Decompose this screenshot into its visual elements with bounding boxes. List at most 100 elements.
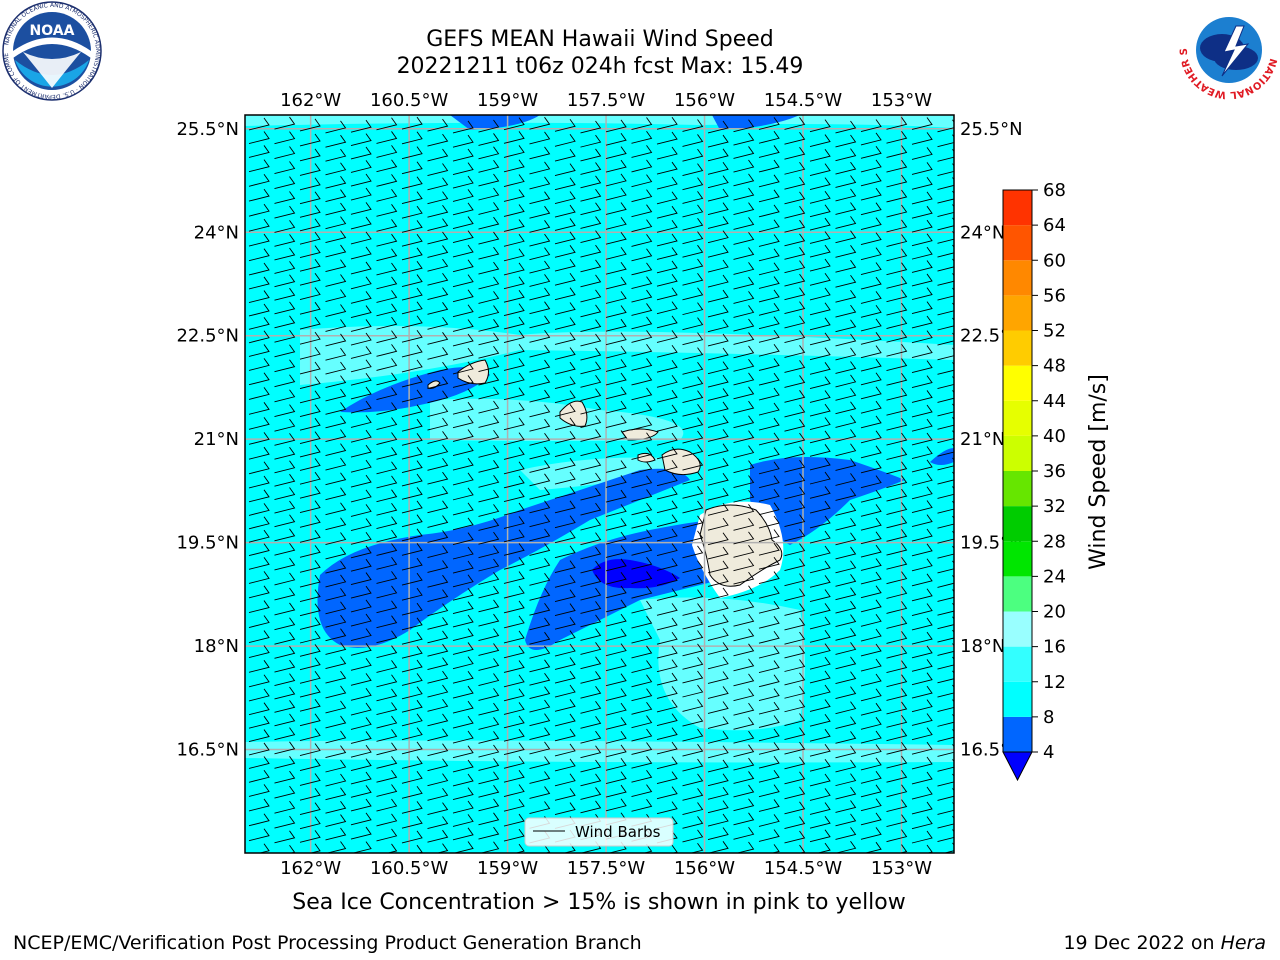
wind-barb: [656, 756, 678, 770]
wind-barb: [631, 543, 653, 556]
wind-barb: [758, 674, 780, 688]
wind-barb: [401, 572, 423, 586]
wind-barb: [656, 287, 678, 301]
wind-barb: [478, 731, 500, 744]
wind-barb: [503, 784, 525, 797]
wind-barb: [682, 560, 704, 574]
wind-barb: [631, 372, 653, 386]
wind-barb: [503, 728, 525, 742]
wind-barb: [758, 289, 780, 303]
wind-barb: [605, 585, 627, 599]
wind-barb: [376, 117, 398, 131]
wind-barb: [835, 773, 857, 787]
wind-barb: [809, 603, 831, 616]
wind-barb: [937, 403, 954, 417]
wind-barb: [656, 713, 678, 727]
wind-barb: [809, 287, 831, 301]
wind-barb: [427, 788, 449, 801]
wind-barb: [248, 131, 270, 144]
wind-barb: [299, 376, 321, 389]
wind-barb: [707, 532, 729, 546]
wind-barb: [733, 558, 755, 572]
colorbar-tick-label: 36: [1043, 461, 1066, 482]
wind-barb: [350, 319, 372, 332]
wind-barb: [733, 291, 755, 304]
wind-barb: [529, 131, 551, 145]
wind-barb: [860, 358, 882, 372]
wind-barb: [784, 131, 806, 145]
wind-barb: [631, 715, 653, 729]
wind-barb: [733, 531, 755, 545]
wind-barb: [631, 159, 653, 173]
wind-barb: [605, 798, 627, 812]
wind-barb: [835, 731, 857, 744]
wind-barb: [631, 630, 653, 644]
wind-barb: [514, 843, 525, 853]
wind-barb: [376, 660, 398, 673]
colorbar-segment: [1003, 506, 1032, 542]
wind-barb: [325, 415, 347, 429]
colorbar-segment: [1003, 681, 1032, 717]
wind-barb: [835, 148, 857, 162]
wind-barb: [248, 248, 270, 262]
wind-barb: [860, 544, 882, 558]
wind-barb: [274, 557, 296, 571]
wind-speed-below-4-region: [592, 559, 680, 589]
wind-barb: [554, 390, 576, 404]
wind-barb: [274, 274, 296, 288]
wind-barb: [350, 798, 372, 812]
wind-barb: [605, 332, 627, 346]
wind-barb: [274, 161, 296, 174]
wind-barb: [809, 575, 831, 588]
wind-barb: [427, 361, 449, 375]
wind-barb: [886, 302, 908, 316]
island-lanai: [637, 452, 656, 463]
wind-barb: [503, 219, 525, 232]
wind-barb: [478, 202, 500, 215]
wind-barb: [784, 205, 806, 219]
wind-barb: [784, 375, 806, 388]
wind-barb: [656, 389, 678, 403]
wind-barb: [452, 304, 474, 318]
wind-barb: [427, 245, 449, 258]
wind-barb: [580, 574, 602, 588]
wind-barb: [682, 287, 704, 301]
wind-barb: [503, 387, 525, 401]
nws-logo: NATIONAL WEATHER SERVICE: [1178, 0, 1278, 100]
wind-barb: [529, 617, 551, 631]
wind-barb: [733, 730, 755, 744]
colorbar-segment: [1003, 576, 1032, 612]
wind-barb: [376, 502, 398, 516]
wind-barb: [758, 571, 780, 585]
wind-barb: [784, 330, 806, 343]
wind-barb: [503, 447, 525, 460]
wind-barb: [911, 486, 933, 500]
wind-barb: [682, 134, 704, 147]
wind-barb: [427, 347, 449, 360]
wind-barb: [631, 529, 653, 543]
wind-barb: [248, 203, 270, 217]
wind-barb: [452, 560, 474, 574]
wind-barb: [835, 333, 857, 347]
wind-barb: [529, 557, 551, 571]
wind-barb: [733, 386, 755, 400]
wind-barb: [886, 784, 908, 798]
wind-barb: [809, 258, 831, 272]
wind-barb: [784, 219, 806, 233]
wind-barb: [682, 148, 704, 162]
wind-barb: [401, 287, 423, 301]
colorbar-segment: [1003, 260, 1032, 296]
wind-barb: [503, 813, 525, 827]
wind-barb: [631, 303, 653, 316]
wind-barb: [707, 401, 729, 415]
wind-barb: [325, 162, 347, 176]
wind-barb: [376, 674, 398, 688]
wind-barb: [427, 376, 449, 390]
wind-barb: [478, 489, 500, 503]
wind-barb: [784, 418, 806, 432]
lat-label-right: 24°N: [960, 222, 1005, 243]
wind-barb: [376, 432, 398, 445]
wind-barb: [248, 503, 270, 516]
wind-barb: [325, 134, 347, 148]
lon-labels-bottom: 162°W 160.5°W 159°W 157.5°W 156°W 154.5°W 153°…: [280, 858, 932, 879]
